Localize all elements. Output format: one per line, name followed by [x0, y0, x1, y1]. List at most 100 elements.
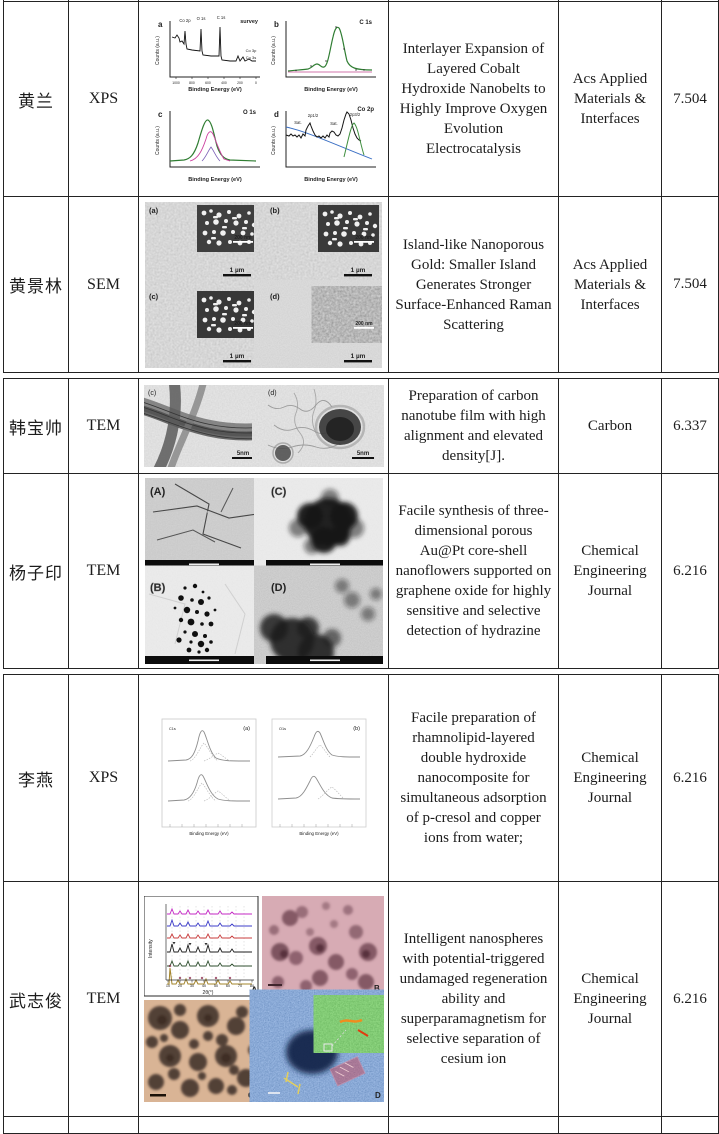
method-cell: XPS	[68, 1, 139, 197]
tick: 200	[237, 81, 243, 85]
y-axis-label: Counts (a.u.)	[155, 126, 161, 155]
nanoparticle-dots	[173, 583, 216, 654]
tem-panel-D-blue: D	[261, 1000, 384, 1102]
panel-letter: (c)	[149, 292, 159, 301]
panel-title: Co 2p	[357, 107, 374, 113]
tem-panel-d: (d) 5nm	[263, 385, 384, 467]
impact-factor-cell: 7.504	[661, 196, 719, 373]
method-cell: TEM	[68, 473, 139, 669]
panel-letter: (a)	[243, 726, 250, 732]
peak-label: Sat.	[294, 120, 301, 125]
x-axis-label: Binding Energy (eV)	[304, 177, 358, 183]
figure-cell: a survey Co 2p O 1s C 1s Co 3p Co 3s 100…	[138, 1, 389, 197]
green-inset	[319, 1000, 384, 1048]
tem-panel-B: (B)	[144, 574, 262, 664]
main-scale-label: 1 µm	[230, 353, 245, 360]
inset-scale-label: 200 nm	[234, 321, 252, 327]
tick: 50	[213, 984, 217, 988]
tick: 0	[255, 81, 257, 85]
panel-title: C 1s	[359, 20, 372, 26]
tick: 30	[189, 984, 193, 988]
impact-factor-cell: 7.504	[661, 1, 719, 197]
journal-cell: Acs Applied Materials & Interfaces	[558, 1, 662, 197]
xps-o1s-fitted-panel: O1s (b) Binding Energy (eV)	[271, 718, 366, 836]
orange-streak	[338, 1018, 363, 1024]
method-cell: SEM	[68, 196, 139, 373]
sem-four-panel-figure: 200 nm 1 µm (a) 200 nm 1 µm (	[145, 201, 382, 368]
paper-title-cell: Facile preparation of rhamnolipid-layere…	[388, 674, 559, 882]
researcher-name-cell: 韩宝帅	[3, 378, 69, 474]
sem-panel-a: 200 nm 1 µm (a)	[145, 201, 261, 282]
y-axis-label: Intensity	[148, 939, 154, 958]
page: { "colors": { "table_border": "#232323",…	[3, 0, 719, 1134]
paper-title-cell: Intelligent nanospheres with potential-t…	[388, 881, 559, 1117]
publication-row: 武志俊 TEM	[3, 881, 719, 1117]
figure-cell: (A) (C)	[138, 473, 389, 669]
journal-cell: Carbon	[558, 378, 662, 474]
xps-survey-panel: a survey Co 2p O 1s C 1s Co 3p Co 3s 100…	[155, 15, 260, 93]
empty-cell	[3, 1116, 69, 1134]
panel-letter: (d)	[268, 390, 277, 397]
journal-cell: Chemical Engineering Journal	[558, 674, 662, 882]
method-cell: XPS	[68, 674, 139, 882]
panel-letter: (b)	[353, 726, 360, 732]
paper-title-cell: Interlayer Expansion of Layered Cobalt H…	[388, 1, 559, 197]
publication-tables: 黄兰 XPS a survey Co 2p O 1s C 1s Co 3	[3, 0, 719, 1134]
xps-c1s-panel: b C 1s Binding Energy (eV) Counts (a.u.)	[271, 20, 376, 93]
peak-label: 2p1/2	[307, 113, 318, 118]
nanotube-web	[267, 388, 365, 464]
empty-cell	[68, 1116, 139, 1134]
panel-letter: D	[375, 1091, 381, 1100]
xrd-axis-ticks	[167, 980, 252, 983]
xrd-star-markers	[168, 964, 231, 980]
tick: 400	[221, 81, 227, 85]
impact-factor-cell: 6.337	[661, 378, 719, 474]
panel-letter: b	[274, 20, 279, 29]
tem-panel-C: (C)	[265, 478, 383, 568]
tick: 800	[189, 81, 195, 85]
xps-four-panel-figure: a survey Co 2p O 1s C 1s Co 3p Co 3s 100…	[155, 15, 376, 183]
sem-panel-d: 200 nm 1 µm (d)	[266, 287, 382, 368]
scale-label: 5nm	[356, 451, 368, 457]
publication-row: 黄景林 SEM	[3, 196, 719, 373]
leader-line	[331, 1029, 346, 1047]
tick: 60	[225, 984, 229, 988]
figure-cell: C1s (a) Binding Energy (eV) O1s	[138, 674, 389, 882]
xrd-tem-four-panel-figure: 10 20 30 40 50 60 70 80 2θ(°) Intensity …	[143, 896, 384, 1102]
xps-o1s-panel: c O 1s Binding Energy (eV) Counts (a.u.)	[155, 110, 260, 183]
panel-letter: d	[274, 110, 279, 119]
dark-nanoflower-blob	[288, 489, 364, 554]
results-table-section-2: 韩宝帅 TEM	[3, 378, 719, 669]
tem-panel-A: (A)	[144, 478, 262, 568]
clipped-row-bottom	[3, 1116, 719, 1134]
panel-letter: (A)	[150, 486, 166, 498]
tem-panel-D: (D)	[259, 574, 383, 664]
red-streak	[356, 1029, 369, 1037]
inset-scale-label: 200 nm	[234, 235, 252, 241]
lattice-annotation	[328, 1056, 366, 1087]
main-scale-label: 1 µm	[230, 267, 245, 274]
y-axis-label: Counts (a.u.)	[271, 126, 277, 155]
panel-letter: (B)	[150, 582, 166, 594]
impact-factor-cell: 6.216	[661, 674, 719, 882]
yellow-measure-marks	[283, 1071, 301, 1095]
maroon-clusters	[268, 902, 377, 992]
x-axis-label: Binding Energy (eV)	[304, 87, 358, 93]
empty-cell	[558, 1116, 662, 1134]
scale-label: 5nm	[236, 451, 248, 457]
peak-label: Co 2p	[179, 18, 191, 23]
panel-letter: (C)	[271, 486, 287, 498]
peak-label: Co 3p	[245, 48, 256, 53]
sem-panel-b: 200 nm 1 µm (b)	[266, 201, 382, 282]
tick: 40	[201, 984, 205, 988]
tem-panel-c: (c) 5nm	[143, 385, 261, 467]
peak-label: Co 3s	[245, 55, 255, 60]
survey-title: survey	[240, 19, 259, 25]
tick: 20	[177, 984, 181, 988]
tick: 1000	[172, 81, 180, 85]
tem-panel-B-pink: B	[261, 896, 384, 996]
researcher-name-cell: 黄兰	[3, 1, 69, 197]
y-axis-label: Counts (a.u.)	[271, 36, 277, 65]
sem-panel-c: 200 nm 1 µm (c)	[145, 287, 261, 368]
empty-cell	[138, 1116, 389, 1134]
